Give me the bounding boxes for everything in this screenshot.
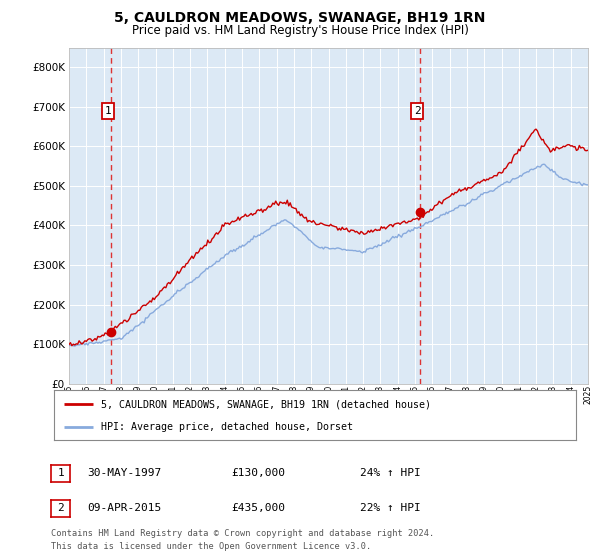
Text: 22% ↑ HPI: 22% ↑ HPI [360,503,421,514]
Text: Price paid vs. HM Land Registry's House Price Index (HPI): Price paid vs. HM Land Registry's House … [131,24,469,36]
Text: 1: 1 [105,106,112,116]
Text: HPI: Average price, detached house, Dorset: HPI: Average price, detached house, Dors… [101,422,353,432]
Text: £435,000: £435,000 [231,503,285,514]
Text: 30-MAY-1997: 30-MAY-1997 [87,468,161,478]
Text: 2: 2 [414,106,421,116]
Text: 2: 2 [57,503,64,514]
Text: 09-APR-2015: 09-APR-2015 [87,503,161,514]
Text: Contains HM Land Registry data © Crown copyright and database right 2024.
This d: Contains HM Land Registry data © Crown c… [51,529,434,552]
Text: 24% ↑ HPI: 24% ↑ HPI [360,468,421,478]
Text: 1: 1 [57,468,64,478]
Text: 5, CAULDRON MEADOWS, SWANAGE, BH19 1RN (detached house): 5, CAULDRON MEADOWS, SWANAGE, BH19 1RN (… [101,399,431,409]
Text: £130,000: £130,000 [231,468,285,478]
Text: 5, CAULDRON MEADOWS, SWANAGE, BH19 1RN: 5, CAULDRON MEADOWS, SWANAGE, BH19 1RN [115,11,485,25]
